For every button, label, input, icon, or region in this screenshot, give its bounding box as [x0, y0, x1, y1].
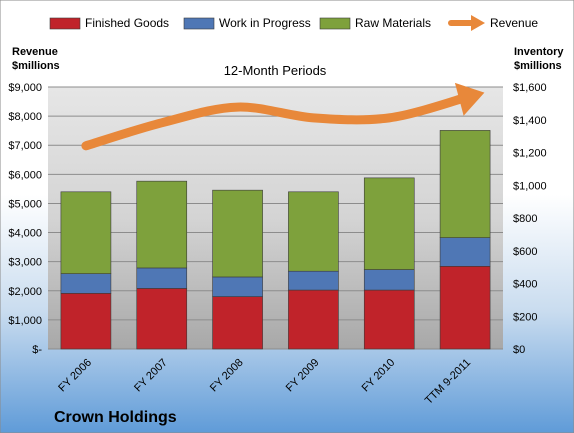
left-tick-label: $5,000: [8, 198, 42, 210]
company-name: Crown Holdings: [54, 409, 177, 426]
bar-finished-goods: [212, 296, 263, 350]
bar-raw-materials: [288, 191, 339, 272]
left-tick-label: $1,000: [8, 315, 42, 327]
left-tick-label: $2,000: [8, 286, 42, 298]
right-tick-label: $1,600: [513, 82, 547, 94]
left-axis-title-line2: $millions: [12, 60, 60, 72]
left-tick-label: $8,000: [8, 111, 42, 123]
right-tick-label: $400: [513, 279, 537, 291]
bar-work-in-progress: [288, 270, 339, 291]
legend-label-finished-goods: Finished Goods: [85, 16, 169, 30]
left-tick-label: $4,000: [8, 228, 42, 240]
legend-arrow-icon: [471, 15, 485, 31]
bar-finished-goods: [439, 266, 491, 350]
bar-work-in-progress: [136, 267, 188, 289]
bar-finished-goods: [136, 288, 188, 350]
revenue-line-layer: [81, 82, 485, 151]
gridlines: [48, 86, 503, 350]
legend-swatch-finished-goods: [49, 17, 81, 30]
right-tick-label: $0: [513, 344, 525, 356]
right-axis-title-line1: Inventory: [514, 46, 564, 58]
bar-finished-goods: [60, 293, 112, 350]
axis-titles: Revenue $millions Inventory $millions: [12, 46, 564, 72]
bar-raw-materials: [136, 180, 188, 269]
left-tick-label: $9,000: [8, 82, 42, 94]
left-tick-label: $-: [32, 344, 42, 356]
legend-swatch-raw-materials: [319, 17, 351, 30]
left-tick-label: $6,000: [8, 169, 42, 181]
left-axis-title-line1: Revenue: [12, 46, 58, 58]
right-axis-title-line2: $millions: [514, 60, 562, 72]
bars: [60, 130, 491, 350]
right-tick-label: $1,000: [513, 180, 547, 192]
right-tick-label: $200: [513, 311, 537, 323]
chart-title: 12-Month Periods: [224, 63, 327, 78]
bar-finished-goods: [363, 289, 415, 350]
bar-work-in-progress: [60, 273, 112, 294]
right-tick-label: $1,400: [513, 115, 547, 127]
legend-swatch-work-in-progress: [183, 17, 215, 30]
right-tick-label: $1,200: [513, 148, 547, 160]
legend: Finished Goods Work in Progress Raw Materi…: [49, 15, 538, 31]
left-tick-label: $7,000: [8, 140, 42, 152]
right-tick-label: $800: [513, 213, 537, 225]
right-tick-label: $600: [513, 246, 537, 258]
bar-work-in-progress: [363, 269, 415, 291]
plot-area: [48, 87, 503, 349]
bar-work-in-progress: [439, 237, 491, 267]
revenue-arrowhead: [454, 82, 485, 116]
left-tick-label: $3,000: [8, 257, 42, 269]
bar-raw-materials: [439, 130, 491, 238]
bar-work-in-progress: [212, 276, 263, 297]
bar-raw-materials: [60, 191, 112, 274]
legend-label-raw-materials: Raw Materials: [355, 16, 431, 30]
legend-label-revenue: Revenue: [490, 16, 538, 30]
legend-label-work-in-progress: Work in Progress: [219, 16, 311, 30]
bar-finished-goods: [288, 289, 339, 350]
bar-raw-materials: [363, 177, 415, 270]
bar-raw-materials: [212, 189, 263, 278]
revenue-line: [81, 93, 470, 151]
